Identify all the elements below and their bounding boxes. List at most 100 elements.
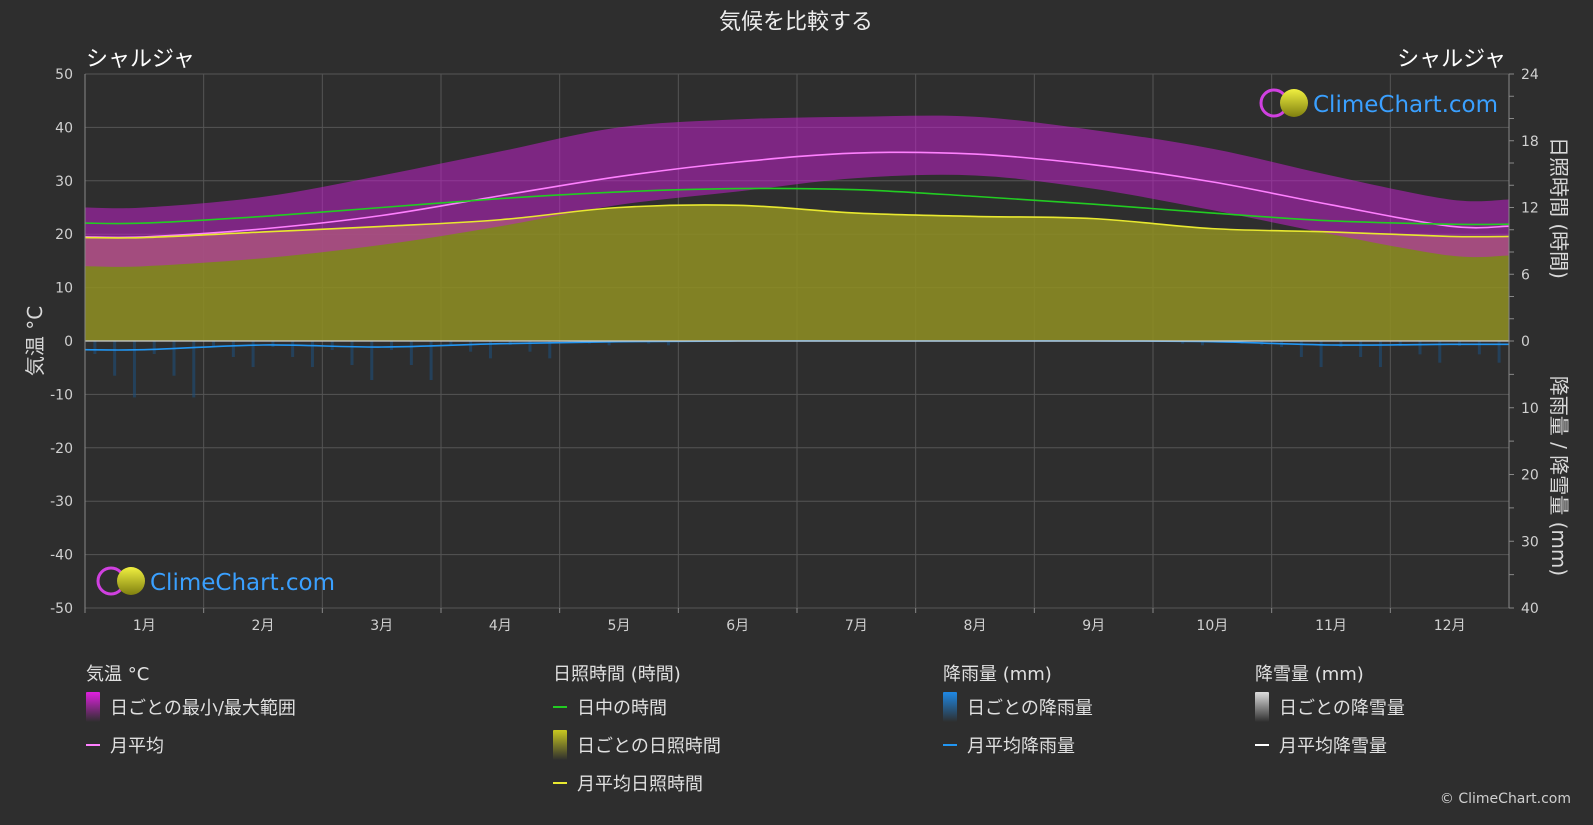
y-left-tick-label: 10 [55,281,73,297]
legend-swatch-icon [943,744,957,746]
x-tick-label: 12月 [1434,618,1466,634]
x-tick-label: 9月 [1082,618,1105,634]
rain-bar [1458,341,1462,347]
rain-bar [212,341,216,348]
legend-swatch-icon [86,744,100,746]
y-left-tick-label: 0 [64,334,73,350]
rain-bar [429,341,433,381]
rain-bar [1497,341,1501,363]
y-left-tick-label: -50 [50,601,73,617]
y-right-top-tick-label: 24 [1521,67,1539,83]
rain-bar [1339,341,1343,348]
rain-bar [607,341,611,346]
y-left-tick-label: -20 [50,441,73,457]
legend-swatch-icon [1255,744,1269,746]
legend-label: 月平均 [110,736,164,757]
watermark-bottom: ClimeChart.com [96,566,335,596]
y-left-tick-label: -10 [50,387,73,403]
watermark-text-bottom: ClimeChart.com [150,570,335,596]
x-tick-label: 5月 [608,618,631,634]
rain-bar [370,341,374,381]
rain-bar [1378,341,1382,368]
legend-title-snow: 降雪量 (mm) [1255,664,1364,685]
legend-item-temperature-1: 月平均 [86,726,296,764]
series-lines [85,151,1509,351]
rain-bar [647,341,651,344]
rain-bar [1319,341,1323,368]
rain-bar [488,341,492,359]
y-left-tick-label: 50 [55,67,73,83]
y-right-top-tick-label: 0 [1521,334,1530,350]
rain-bar [1418,341,1422,355]
rain-bar [271,341,275,348]
series-line [85,187,1509,226]
legend-item-sunshine-1: 日ごとの日照時間 [553,726,721,764]
rain-bar [449,341,453,346]
legend-swatch-icon [943,692,957,722]
legend-label: 日ごとの日照時間 [577,736,721,757]
rain-bar [251,341,255,368]
y-right-bottom-tick-label: 40 [1521,601,1539,617]
rain-bar [1438,341,1442,363]
legend-title-temperature: 気温 °C [86,664,150,685]
legend-label: 日中の時間 [577,698,667,719]
x-tick-label: 2月 [252,618,275,634]
y-right-top-tick-label: 18 [1521,134,1539,150]
rain-bar [132,341,136,398]
legend-item-temperature-0: 日ごとの最小/最大範囲 [86,688,296,726]
chart-title: 気候を比較する [719,10,873,35]
legend-swatch-icon [553,706,567,708]
watermark-text-top: ClimeChart.com [1313,92,1498,118]
y-right-top-tick-label: 12 [1521,201,1539,217]
y-axis-right-top-label: 日照時間 (時間) [1547,137,1571,279]
temperature-range-band [85,115,1509,267]
rain-bar [93,341,97,355]
rain-bar [350,341,354,366]
rain-bar [152,341,156,355]
rain-bar [1398,341,1402,347]
legend-item-snow-1: 月平均降雪量 [1255,726,1405,764]
legend-rain: 降雨量 (mm) 日ごとの降雨量 月平均降雨量 [943,662,1093,764]
y-left-tick-label: -40 [50,548,73,564]
rain-bar [1181,341,1185,344]
axes: 50 40 30 20 10 0 -10 -20 -30 -40 -50 24 18 12 6 0 10 20 30… [50,67,1539,634]
x-tick-label: 8月 [964,618,987,634]
legend-item-rain-0: 日ごとの降雨量 [943,688,1093,726]
legend: 気温 °C 日ごとの最小/最大範囲 月平均 日照時間 (時間) 日中の時間 日ごとの… [0,662,1593,812]
copyright: © ClimeChart.com [1439,791,1571,807]
legend-item-rain-1: 月平均降雨量 [943,726,1093,764]
legend-title-sunshine: 日照時間 (時間) [553,664,681,685]
legend-sunshine: 日照時間 (時間) 日中の時間日ごとの日照時間 月平均日照時間 [553,662,721,802]
y-axis-left-label: 気温 °C [23,306,47,376]
temperature-range-fill [85,115,1509,267]
legend-label: 月平均降雪量 [1279,736,1387,757]
rain-bar [291,341,295,358]
rain-bar [1477,341,1481,355]
y-left-tick-label: 40 [55,120,73,136]
logo-sun-icon [1280,89,1308,117]
x-tick-label: 6月 [726,618,749,634]
sunshine-area-fill [85,204,1509,341]
y-right-top-tick-label: 6 [1521,267,1530,283]
x-tick-label: 10月 [1196,618,1228,634]
location-right: シャルジャ [1397,47,1506,72]
y-left-tick-label: -30 [50,494,73,510]
rain-bar [528,341,532,352]
legend-item-snow-0: 日ごとの降雪量 [1255,688,1405,726]
x-tick-label: 7月 [845,618,868,634]
x-tick-label: 3月 [370,618,393,634]
rain-bar [192,341,196,398]
legend-swatch-icon [553,782,567,784]
y-axis-right-bottom-label: 降雨量 / 降雪量 (mm) [1547,376,1571,576]
y-right-bottom-tick-label: 10 [1521,401,1539,417]
legend-label: 月平均日照時間 [577,774,703,795]
rain-bar [469,341,473,352]
sunshine-area [85,204,1509,341]
legend-temperature: 気温 °C 日ごとの最小/最大範囲月平均 [86,662,296,764]
legend-item-sunshine-0: 日中の時間 [553,688,721,726]
rain-bar [310,341,314,368]
legend-label: 日ごとの降雪量 [1279,698,1405,719]
rain-bar [172,341,176,376]
rain-bar [548,341,552,359]
x-tick-label: 4月 [489,618,512,634]
